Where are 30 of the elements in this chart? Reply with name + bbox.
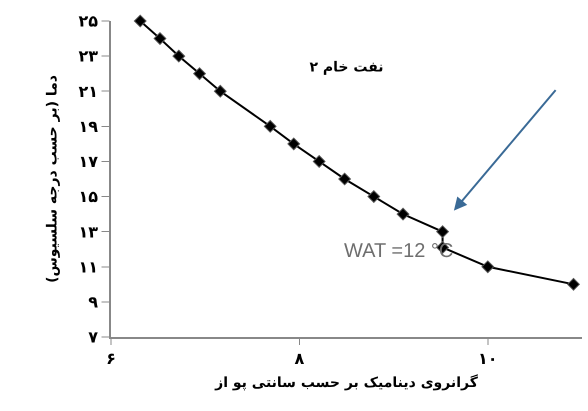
y-tick-label: ۲۳ [78, 46, 98, 66]
point [367, 190, 380, 203]
point [436, 225, 449, 238]
y-tick-label: ۱۳ [78, 222, 98, 242]
text: نفت خام ۲ [309, 59, 384, 76]
x-axis-title: گرانروی دینامیک بر حسب سانتی پو از [214, 374, 479, 391]
y-tick-label: ۲۵ [78, 12, 98, 31]
point [481, 260, 494, 274]
point [312, 155, 326, 168]
point [172, 50, 186, 62]
y-tick-label: ۷ [88, 328, 98, 347]
x-tick-label: ۸ [294, 348, 305, 368]
point [338, 172, 351, 186]
x-tick-label: ۶ [106, 348, 116, 368]
y-tick-label: ۱۹ [78, 116, 98, 136]
point [264, 120, 277, 133]
x-tick-label: ۱۰ [478, 348, 498, 368]
point [396, 208, 410, 220]
y-tick-label: ۹ [88, 292, 98, 312]
point [567, 278, 580, 291]
y-tick-label: ۱۱ [78, 257, 98, 276]
point [287, 138, 300, 150]
point [134, 14, 147, 28]
point [214, 84, 227, 98]
y-axis-title: دما (بر حسب درجه سلسیوس) [44, 75, 61, 283]
y-tick-label: ۱۵ [78, 187, 98, 206]
point [193, 67, 206, 80]
point [154, 32, 166, 45]
y-tick-label: ۲۱ [78, 82, 98, 101]
y-tick-label: ۱۷ [78, 152, 98, 172]
